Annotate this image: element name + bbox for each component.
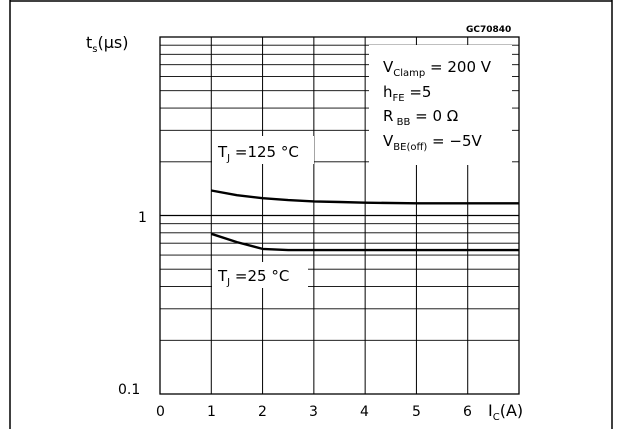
x-tick-label-3: 3 [309, 404, 318, 420]
x-tick-label-2: 2 [258, 404, 267, 420]
plot-frame [159, 36, 520, 395]
condition-vclamp: VClamp = 200 V [383, 58, 492, 79]
x-tick-label-5: 5 [412, 404, 421, 420]
x-tick-label-1: 1 [207, 404, 216, 420]
series-label-bg-25c [212, 262, 308, 288]
conditions-box [369, 45, 512, 165]
chart-code: GC70840 [466, 25, 511, 35]
series-label-bg-125c [212, 136, 314, 164]
x-tick-label-4: 4 [360, 404, 369, 420]
x-tick-label-0: 0 [156, 404, 165, 420]
y-axis-title: ts(µs) [86, 33, 129, 55]
series-label-tj-125c: TJ =125 °C [217, 143, 299, 164]
condition-rbb: R BB = 0 Ω [383, 107, 458, 128]
y-tick-label-1: 1 [138, 210, 147, 226]
condition-hfe: hFE =5 [383, 83, 431, 104]
condition-vbeoff: VBE(off) = −5V [383, 132, 482, 153]
y-tick-label-0.1: 0.1 [118, 382, 140, 398]
series-label-tj-25c: TJ =25 °C [217, 267, 289, 288]
x-axis-title: IC(A) [488, 401, 523, 423]
x-tick-label-6: 6 [463, 404, 472, 420]
series-line-tj-125c [211, 189, 519, 205]
curves [210, 189, 519, 252]
series-line-tj-25c [210, 232, 519, 252]
